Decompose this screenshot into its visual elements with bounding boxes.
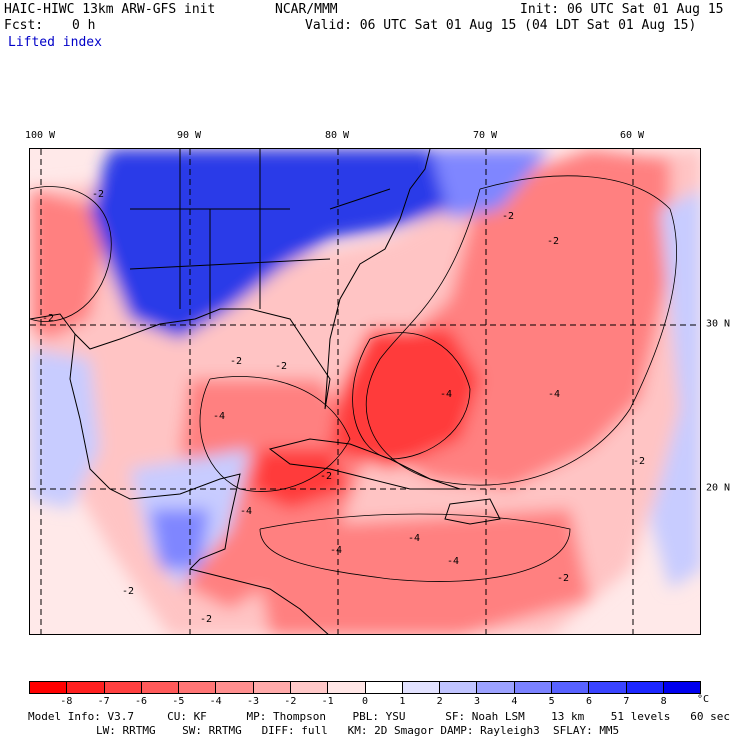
colorbar-tick-label: -8 — [60, 696, 73, 707]
stable-area — [90, 149, 480, 339]
gulf-coast — [30, 149, 431, 410]
moderate-instability-area — [250, 509, 590, 634]
init-time: Init: 06 UTC Sat 01 Aug 15 — [520, 2, 724, 17]
forecast-label: Fcst: — [4, 18, 44, 33]
contour-label: -2 — [230, 356, 242, 367]
contour-label: -2 — [633, 456, 645, 467]
colorbar-swatch — [551, 682, 590, 693]
lon-label: 100 W — [24, 130, 56, 141]
colorbar-tick-label: 5 — [548, 696, 555, 707]
lifted-index-map: -2 -2 -2 -2 -2 -2 -2 -2 -2 -2 -2 -4 -4 -… — [29, 148, 701, 635]
contour-label: -2 — [122, 586, 134, 597]
colorbar-tick-label: 4 — [511, 696, 518, 707]
contour-label: -4 — [447, 556, 459, 567]
colorbar-tick-label: 7 — [623, 696, 630, 707]
valid-time: Valid: 06 UTC Sat 01 Aug 15 (04 LDT Sat … — [305, 18, 697, 33]
contour-line — [365, 175, 677, 486]
stable-area — [430, 149, 550, 219]
colorbar-swatch — [141, 682, 180, 693]
colorbar — [29, 681, 701, 694]
colorbar-tick-label: -2 — [284, 696, 297, 707]
contour-line — [259, 513, 571, 582]
contour-label: -4 — [440, 389, 452, 400]
colorbar-swatch — [477, 682, 515, 693]
contour-label: -4 — [330, 545, 342, 556]
colorbar-swatch — [402, 682, 441, 693]
colorbar-swatch — [328, 682, 366, 693]
lon-label: 90 W — [176, 130, 202, 141]
colorbar-tick-label: 0 — [361, 696, 369, 707]
lat-label: 20 N — [706, 482, 731, 494]
us-state-lines — [129, 149, 391, 319]
moderate-instability-area — [30, 189, 110, 339]
colorbar-swatch — [30, 682, 68, 693]
contour-line — [30, 186, 112, 322]
model-info-line1: Model Info: V3.7 CU: KF MP: Thompson PBL… — [28, 710, 730, 723]
lon-label: 60 W — [619, 130, 645, 141]
contour-label: -2 — [42, 313, 54, 324]
contour-label: -2 — [547, 236, 559, 247]
contour-label: -2 — [320, 471, 332, 482]
contour-label: -2 — [502, 211, 514, 222]
colorbar-tick-label: 2 — [436, 696, 443, 707]
colorbar-swatch — [440, 682, 478, 693]
lon-label: 80 W — [324, 130, 350, 141]
colorbar-tick-label: -3 — [246, 696, 260, 707]
strong-instability-core — [330, 329, 480, 469]
colorbar-unit: °C — [697, 694, 710, 705]
contour-line — [199, 376, 351, 492]
map-canvas: -2 -2 -2 -2 -2 -2 -2 -2 -2 -2 -2 -4 -4 -… — [30, 149, 700, 634]
weakly-stable-area — [30, 349, 100, 509]
contour-label: -2 — [92, 189, 104, 200]
contour-line — [352, 332, 471, 460]
org-label: NCAR/MMM — [275, 2, 338, 17]
colorbar-tick-label: 8 — [660, 696, 667, 707]
contour-label: -4 — [240, 506, 252, 517]
colorbar-tick-label: 6 — [585, 696, 593, 707]
colorbar-swatch — [67, 682, 105, 693]
contour-lines — [30, 175, 677, 582]
contour-label: -2 — [557, 573, 569, 584]
contour-labels: -2 -2 -2 -2 -2 -2 -2 -2 -2 -2 -2 -4 -4 -… — [42, 189, 645, 625]
model-info-line2: LW: RRTMG SW: RRTMG DIFF: full KM: 2D Sm… — [96, 724, 620, 737]
central-america-coast — [189, 568, 329, 634]
colorbar-tick-label: 1 — [399, 696, 406, 707]
colorbar-swatch — [179, 682, 217, 693]
colorbar-tick-label: -5 — [172, 696, 185, 707]
colorbar-swatch — [290, 682, 329, 693]
field-name: Lifted index — [8, 35, 102, 50]
hispaniola-coast — [444, 498, 501, 525]
colorbar-swatch — [663, 682, 701, 693]
contour-label: -2 — [200, 614, 212, 625]
strong-instability-core — [250, 449, 350, 509]
colorbar-tick-label: -6 — [134, 696, 148, 707]
colorbar-swatch — [365, 682, 403, 693]
colorbar-swatch — [104, 682, 142, 693]
colorbar-tick-label: -7 — [97, 696, 110, 707]
colorbar-tick-label: -4 — [209, 696, 222, 707]
contour-label: -4 — [548, 389, 560, 400]
colorbar-tick-label: 3 — [473, 696, 481, 707]
colorbar-swatch — [253, 682, 291, 693]
lat-label: 30 N — [706, 318, 731, 330]
colorbar-swatch — [626, 682, 664, 693]
stable-area — [150, 509, 210, 569]
colorbar-swatch — [216, 682, 254, 693]
model-title: HAIC-HIWC 13km ARW-GFS init — [4, 2, 216, 17]
contour-label: -4 — [213, 411, 225, 422]
colorbar-tick-label: -1 — [321, 696, 334, 707]
lat-lon-grid — [30, 149, 700, 634]
forecast-hour: 0 h — [72, 18, 96, 33]
lon-label: 70 W — [472, 130, 498, 141]
colorbar-swatch — [589, 682, 627, 693]
mexico-coast — [69, 333, 241, 570]
contour-label: -4 — [408, 533, 420, 544]
contour-label: -2 — [275, 361, 287, 372]
colorbar-swatch — [514, 682, 552, 693]
